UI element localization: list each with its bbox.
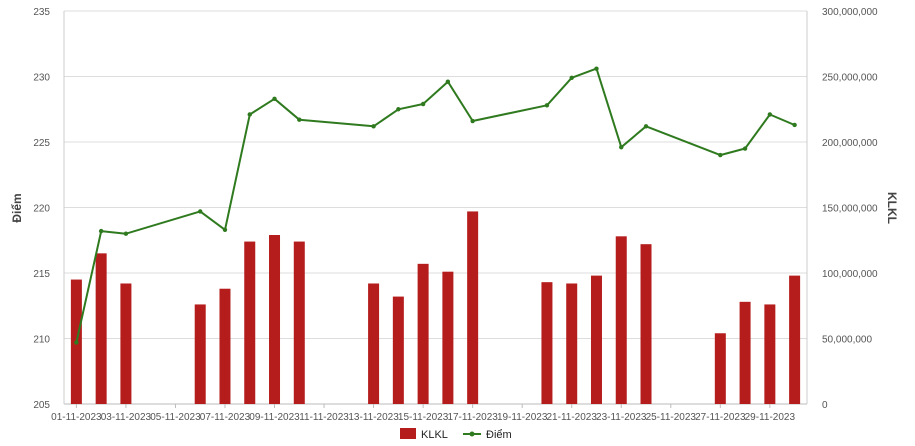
y-right-axis-ticks: 0 50,000,000 100,000,000 150,000,000 200,000… <box>822 7 878 411</box>
legend-label-diem: Điểm <box>486 429 512 441</box>
volume-bar <box>541 282 553 404</box>
x-tick-label: 23-11-2023 <box>596 412 647 423</box>
volume-bar <box>789 275 801 404</box>
index-point <box>619 145 624 150</box>
y-right-axis-title: KLKL <box>885 192 899 224</box>
index-line <box>74 66 797 345</box>
index-point <box>123 231 129 236</box>
x-tick-label: 27-11-2023 <box>695 412 746 423</box>
x-axis-ticks: 01-11-2023 03-11-2023 05-11-2023 07-11-2023… <box>51 404 795 423</box>
index-point <box>643 124 649 129</box>
volume-bar <box>566 283 578 404</box>
y-left-tick-label: 210 <box>33 335 50 346</box>
volume-bar <box>590 275 602 404</box>
index-point <box>98 228 104 234</box>
index-point <box>371 124 376 129</box>
legend-swatch-klkl <box>400 428 416 439</box>
index-point <box>247 112 252 117</box>
index-point <box>272 96 277 101</box>
volume-bar <box>467 211 479 404</box>
x-tick-label: 11-11-2023 <box>299 412 349 423</box>
legend: KLKL Điểm <box>400 428 512 441</box>
index-point <box>74 340 79 345</box>
index-point <box>594 66 599 71</box>
index-point <box>198 209 203 214</box>
index-point <box>470 118 475 124</box>
y-right-tick-label: 100,000,000 <box>822 269 878 280</box>
x-tick-label: 21-11-2023 <box>547 412 598 423</box>
volume-bar <box>392 296 404 404</box>
volume-bar <box>194 304 206 404</box>
x-tick-label: 25-11-2023 <box>646 412 697 423</box>
y-right-tick-label: 150,000,000 <box>822 204 878 215</box>
index-point <box>569 75 574 81</box>
y-left-tick-label: 230 <box>33 73 50 84</box>
index-point <box>420 101 426 107</box>
legend-label-klkl: KLKL <box>421 429 448 441</box>
y-left-tick-label: 215 <box>33 269 50 280</box>
x-tick-label: 07-11-2023 <box>200 412 251 423</box>
index-point <box>718 152 723 158</box>
index-point <box>297 117 302 122</box>
x-tick-label: 13-11-2023 <box>348 412 399 423</box>
x-tick-label: 19-11-2023 <box>497 412 548 423</box>
index-point <box>445 79 451 84</box>
index-point <box>792 122 797 128</box>
x-tick-label: 03-11-2023 <box>101 412 152 423</box>
index-line-path <box>75 67 795 343</box>
index-point <box>767 112 773 117</box>
index-point <box>222 227 228 232</box>
index-point <box>544 103 550 108</box>
y-left-tick-label: 225 <box>33 138 50 149</box>
x-tick-label: 01-11-2023 <box>51 412 102 423</box>
y-left-axis-title: Điểm <box>10 193 24 222</box>
volume-bar <box>442 271 454 404</box>
y-left-tick-label: 220 <box>33 204 50 215</box>
y-right-tick-label: 50,000,000 <box>822 335 872 346</box>
x-tick-label: 17-11-2023 <box>447 412 498 423</box>
x-tick-label: 15-11-2023 <box>398 412 449 423</box>
volume-bar <box>714 333 726 404</box>
volume-bar <box>120 283 132 404</box>
y-right-tick-label: 250,000,000 <box>822 73 878 84</box>
y-left-axis-ticks: 205 210 215 220 225 230 235 <box>33 7 50 411</box>
volume-bar <box>640 244 652 404</box>
volume-bar <box>269 235 281 404</box>
x-tick-label: 09-11-2023 <box>249 412 300 423</box>
y-right-tick-label: 200,000,000 <box>822 138 878 149</box>
volume-bar <box>615 236 627 404</box>
index-point <box>396 107 401 112</box>
volume-bar <box>293 241 305 404</box>
volume-bar <box>417 263 429 404</box>
x-tick-label: 29-11-2023 <box>745 412 796 423</box>
volume-bar <box>219 288 231 404</box>
y-right-tick-label: 0 <box>822 400 828 411</box>
volume-bars <box>70 211 801 404</box>
y-right-tick-label: 300,000,000 <box>822 7 878 18</box>
volume-bar <box>368 283 380 404</box>
volume-bar <box>244 241 256 404</box>
index-point <box>742 146 748 151</box>
volume-bar <box>739 301 751 404</box>
y-left-tick-label: 235 <box>33 7 50 18</box>
x-tick-label: 05-11-2023 <box>150 412 201 423</box>
y-left-tick-label: 205 <box>33 400 50 411</box>
volume-bar <box>95 253 107 404</box>
legend-marker-diem <box>469 431 475 437</box>
volume-bar <box>764 304 776 404</box>
grid-lines <box>63 10 808 405</box>
